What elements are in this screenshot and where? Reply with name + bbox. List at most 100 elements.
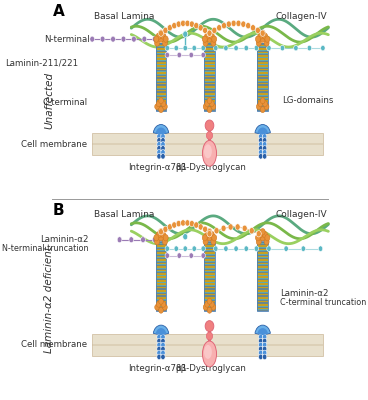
Bar bbox=[156, 299, 166, 300]
Circle shape bbox=[262, 232, 268, 238]
Bar bbox=[156, 84, 166, 86]
Bar bbox=[156, 306, 166, 307]
Circle shape bbox=[157, 334, 161, 340]
Bar bbox=[156, 67, 166, 69]
Circle shape bbox=[161, 301, 166, 307]
Bar bbox=[204, 84, 215, 86]
Bar bbox=[257, 306, 268, 307]
Circle shape bbox=[207, 228, 212, 235]
Bar bbox=[257, 57, 268, 58]
Bar bbox=[257, 278, 268, 280]
Text: αβ-Dystroglycan: αβ-Dystroglycan bbox=[176, 364, 247, 373]
Bar bbox=[204, 43, 215, 44]
Bar bbox=[204, 268, 215, 269]
Bar bbox=[156, 74, 166, 75]
Circle shape bbox=[259, 338, 263, 344]
Circle shape bbox=[176, 21, 181, 27]
Circle shape bbox=[262, 354, 267, 360]
Bar bbox=[257, 88, 268, 90]
Circle shape bbox=[211, 238, 216, 245]
Bar bbox=[257, 43, 268, 111]
Circle shape bbox=[242, 225, 247, 232]
Bar bbox=[257, 81, 268, 82]
Circle shape bbox=[244, 45, 248, 51]
Circle shape bbox=[161, 146, 165, 151]
Bar bbox=[156, 240, 166, 241]
Bar bbox=[156, 105, 166, 107]
Circle shape bbox=[161, 346, 165, 352]
Bar bbox=[204, 50, 215, 51]
Bar bbox=[257, 91, 268, 93]
Bar bbox=[257, 299, 268, 300]
Circle shape bbox=[260, 107, 265, 113]
Circle shape bbox=[205, 33, 210, 39]
Circle shape bbox=[172, 22, 177, 29]
Circle shape bbox=[152, 237, 157, 243]
Bar bbox=[257, 105, 268, 107]
Bar bbox=[257, 299, 268, 301]
Bar bbox=[156, 64, 166, 66]
Circle shape bbox=[161, 142, 165, 147]
Circle shape bbox=[183, 246, 187, 252]
Bar bbox=[204, 95, 215, 97]
Bar bbox=[257, 70, 268, 72]
Circle shape bbox=[209, 301, 214, 307]
Circle shape bbox=[203, 27, 208, 34]
Bar bbox=[204, 240, 215, 242]
Circle shape bbox=[157, 342, 161, 348]
Text: Basal Lamina: Basal Lamina bbox=[94, 12, 154, 21]
Circle shape bbox=[207, 307, 212, 313]
Circle shape bbox=[251, 25, 255, 31]
Bar bbox=[257, 268, 268, 270]
Circle shape bbox=[212, 234, 217, 241]
Circle shape bbox=[265, 36, 270, 42]
Circle shape bbox=[267, 45, 271, 51]
Circle shape bbox=[254, 246, 259, 252]
Bar bbox=[204, 81, 215, 83]
Bar bbox=[156, 271, 166, 273]
Bar bbox=[204, 292, 215, 293]
Bar bbox=[204, 254, 215, 256]
Bar bbox=[204, 102, 215, 104]
Circle shape bbox=[255, 36, 261, 42]
Bar bbox=[156, 292, 166, 293]
Circle shape bbox=[205, 301, 209, 307]
Bar bbox=[257, 247, 268, 249]
Bar bbox=[156, 74, 166, 76]
Bar bbox=[204, 299, 215, 301]
Circle shape bbox=[254, 45, 259, 51]
Bar bbox=[204, 250, 215, 251]
Bar bbox=[156, 50, 166, 51]
Bar bbox=[156, 95, 166, 96]
Circle shape bbox=[121, 36, 126, 42]
Circle shape bbox=[165, 246, 169, 252]
Circle shape bbox=[159, 36, 163, 42]
Bar bbox=[257, 261, 268, 262]
Text: Laminin-α2: Laminin-α2 bbox=[40, 235, 88, 244]
Bar bbox=[204, 43, 215, 111]
Circle shape bbox=[159, 107, 163, 113]
Bar bbox=[257, 98, 268, 99]
Bar bbox=[204, 109, 215, 111]
Circle shape bbox=[203, 226, 208, 232]
Bar bbox=[204, 60, 215, 62]
Circle shape bbox=[258, 232, 263, 238]
Circle shape bbox=[152, 36, 157, 42]
Text: Collagen-IV: Collagen-IV bbox=[276, 12, 328, 21]
Circle shape bbox=[262, 134, 267, 139]
Bar bbox=[204, 91, 215, 93]
Bar bbox=[92, 334, 323, 356]
Circle shape bbox=[256, 238, 261, 245]
Bar bbox=[156, 102, 166, 103]
Bar bbox=[257, 98, 268, 100]
Bar bbox=[156, 306, 166, 308]
Circle shape bbox=[221, 225, 226, 232]
Circle shape bbox=[267, 246, 271, 252]
Bar bbox=[257, 282, 268, 284]
Bar bbox=[92, 143, 323, 146]
Bar bbox=[257, 50, 268, 51]
Text: Cell membrane: Cell membrane bbox=[21, 140, 88, 149]
Bar bbox=[156, 261, 166, 262]
Bar bbox=[257, 46, 268, 48]
Circle shape bbox=[129, 237, 134, 243]
